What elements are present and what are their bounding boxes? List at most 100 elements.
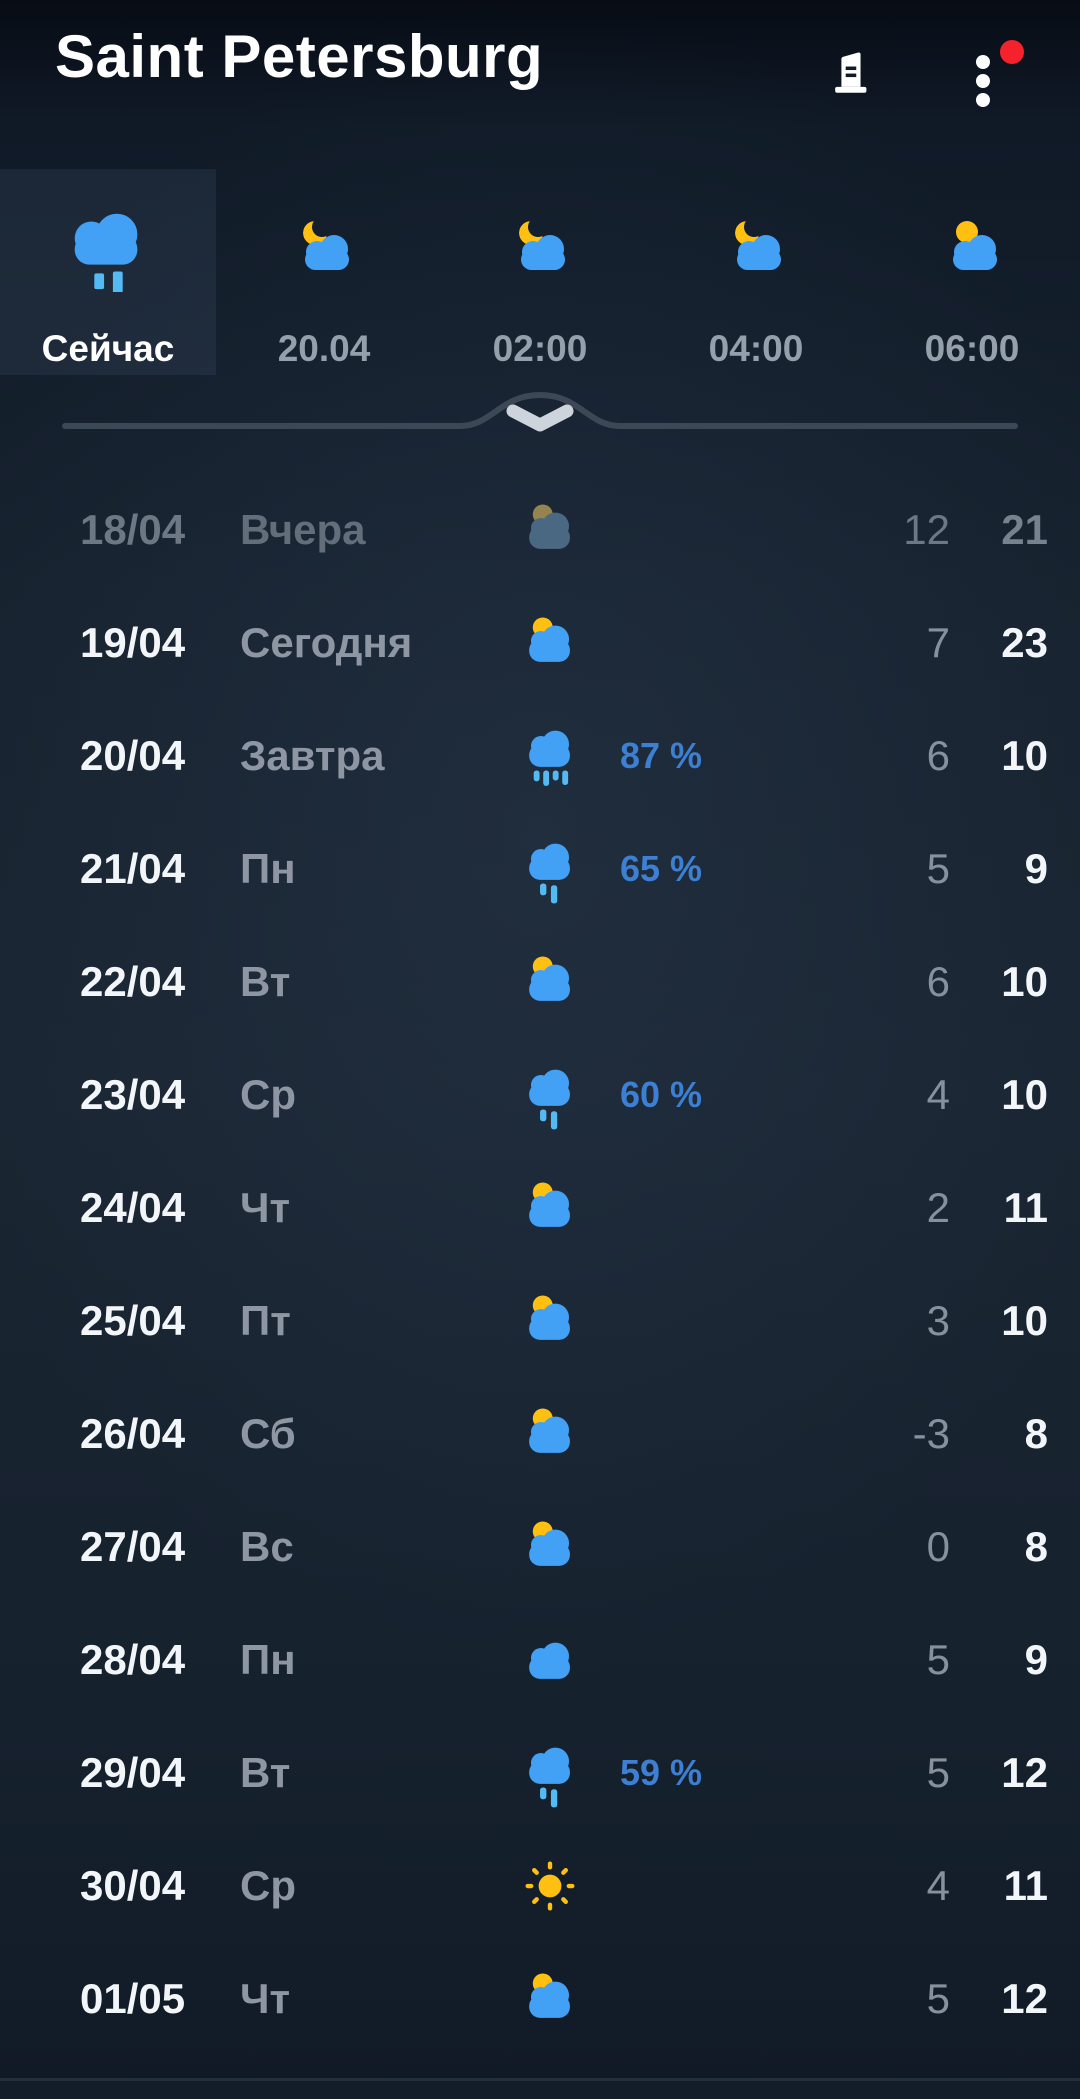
daily-row[interactable]: 01/05 Чт 5 12 bbox=[0, 1942, 1080, 2055]
precipitation-chance: 65 % bbox=[620, 847, 703, 889]
hourly-label: 02:00 bbox=[492, 328, 588, 369]
sun-cloud-icon bbox=[490, 1968, 610, 2030]
chevron-down-icon bbox=[506, 404, 574, 432]
daily-row[interactable]: 21/04 Пн 65 % 5 9 bbox=[0, 812, 1080, 925]
row-day: Завтра bbox=[240, 731, 385, 779]
rain-icon bbox=[490, 1056, 610, 1134]
max-temperature: 12 bbox=[1001, 1748, 1048, 1796]
sun-cloud-icon bbox=[490, 499, 610, 561]
row-day: Пн bbox=[240, 1635, 296, 1683]
min-temperature: 4 bbox=[926, 1070, 950, 1118]
daily-row[interactable]: 26/04 Сб -3 8 bbox=[0, 1377, 1080, 1490]
row-day: Пт bbox=[240, 1296, 291, 1344]
row-date: 25/04 bbox=[80, 1296, 186, 1344]
daily-row[interactable]: 30/04 Ср 4 11 bbox=[0, 1829, 1080, 1942]
min-temperature: 6 bbox=[926, 957, 950, 1005]
row-day: Чт bbox=[240, 1183, 291, 1231]
next-card-edge bbox=[0, 2081, 1080, 2099]
max-temperature: 23 bbox=[1001, 618, 1048, 666]
overflow-menu-button[interactable] bbox=[956, 34, 1032, 118]
row-date: 27/04 bbox=[80, 1522, 186, 1570]
sun-cloud-icon bbox=[490, 612, 610, 674]
row-date: 26/04 bbox=[80, 1409, 186, 1457]
row-day: Чт bbox=[240, 1974, 291, 2022]
max-temperature: 9 bbox=[1024, 1635, 1048, 1683]
min-temperature: 0 bbox=[926, 1522, 950, 1570]
daily-row[interactable]: 23/04 Ср 60 % 4 10 bbox=[0, 1038, 1080, 1151]
row-day: Сб bbox=[240, 1409, 296, 1457]
row-day: Вс bbox=[240, 1522, 294, 1570]
daily-row[interactable]: 27/04 Вс 0 8 bbox=[0, 1490, 1080, 1603]
row-day: Ср bbox=[240, 1861, 296, 1909]
sun-cloud-icon bbox=[490, 1403, 610, 1465]
hourly-item[interactable]: 06:00 bbox=[864, 169, 1080, 375]
moon-cloud-icon bbox=[648, 169, 864, 323]
row-date: 18/04 bbox=[80, 505, 186, 553]
max-temperature: 11 bbox=[1003, 1183, 1048, 1231]
min-temperature: 5 bbox=[926, 1748, 950, 1796]
row-day: Вчера bbox=[240, 505, 366, 553]
max-temperature: 9 bbox=[1024, 844, 1048, 892]
max-temperature: 11 bbox=[1003, 1861, 1048, 1909]
sun-cloud-icon bbox=[490, 1516, 610, 1578]
rain-icon bbox=[490, 830, 610, 908]
row-day: Вт bbox=[240, 1748, 291, 1796]
min-temperature: 5 bbox=[926, 1974, 950, 2022]
hourly-item[interactable]: 04:00 bbox=[648, 169, 864, 375]
rain-big-icon bbox=[0, 169, 216, 323]
max-temperature: 10 bbox=[1001, 1070, 1048, 1118]
sun-cloud-wide-icon bbox=[864, 169, 1080, 323]
expand-handle[interactable] bbox=[0, 382, 1080, 449]
row-date: 28/04 bbox=[80, 1635, 186, 1683]
row-date: 23/04 bbox=[80, 1070, 186, 1118]
daily-row[interactable]: 24/04 Чт 2 11 bbox=[0, 1151, 1080, 1264]
precipitation-chance: 87 % bbox=[620, 734, 703, 776]
daily-row[interactable]: 29/04 Вт 59 % 5 12 bbox=[0, 1716, 1080, 1829]
hourly-item[interactable]: Сейчас bbox=[0, 169, 216, 375]
max-temperature: 10 bbox=[1001, 731, 1048, 779]
min-temperature: 5 bbox=[926, 844, 950, 892]
min-temperature: 2 bbox=[926, 1183, 950, 1231]
max-temperature: 8 bbox=[1024, 1409, 1048, 1457]
daily-forecast-table: 18/04 Вчера 12 21 19/04 Сегодня 7 23 20/04 Завтра… bbox=[0, 473, 1080, 2055]
row-date: 19/04 bbox=[80, 618, 186, 666]
daily-row[interactable]: 19/04 Сегодня 7 23 bbox=[0, 586, 1080, 699]
moon-cloud-icon bbox=[432, 169, 648, 323]
min-temperature: -3 bbox=[912, 1409, 950, 1457]
sun-cloud-icon bbox=[490, 1290, 610, 1352]
daily-row[interactable]: 22/04 Вт 6 10 bbox=[0, 925, 1080, 1038]
section-divider bbox=[0, 2078, 1080, 2081]
hourly-label: 20.04 bbox=[277, 328, 371, 369]
cloud-icon bbox=[490, 1629, 610, 1691]
rain-icon bbox=[490, 1734, 610, 1812]
max-temperature: 10 bbox=[1001, 957, 1048, 1005]
hourly-forecast-strip: Сейчас 20.04 02:00 04:00 06:00 bbox=[0, 130, 1080, 375]
row-date: 30/04 bbox=[80, 1861, 186, 1909]
min-temperature: 6 bbox=[926, 731, 950, 779]
row-day: Ср bbox=[240, 1070, 296, 1118]
row-date: 24/04 bbox=[80, 1183, 186, 1231]
sun-icon bbox=[490, 1858, 610, 1914]
max-temperature: 8 bbox=[1024, 1522, 1048, 1570]
daily-row[interactable]: 25/04 Пт 3 10 bbox=[0, 1264, 1080, 1377]
hourly-item[interactable]: 02:00 bbox=[432, 169, 648, 375]
page-title: Saint Petersburg bbox=[55, 23, 544, 90]
daily-row[interactable]: 28/04 Пн 5 9 bbox=[0, 1603, 1080, 1716]
hourly-label: 04:00 bbox=[708, 328, 804, 369]
hourly-label: 06:00 bbox=[924, 328, 1020, 369]
min-temperature: 4 bbox=[926, 1861, 950, 1909]
row-day: Сегодня bbox=[240, 618, 413, 666]
city-landmark-icon bbox=[825, 51, 875, 100]
row-date: 29/04 bbox=[80, 1748, 186, 1796]
city-landmark-button[interactable] bbox=[822, 40, 878, 106]
min-temperature: 12 bbox=[903, 505, 950, 553]
hourly-item[interactable]: 20.04 bbox=[216, 169, 432, 375]
min-temperature: 3 bbox=[926, 1296, 950, 1344]
hourly-label: Сейчас bbox=[41, 328, 175, 369]
moon-cloud-icon bbox=[216, 169, 432, 323]
daily-row[interactable]: 20/04 Завтра 87 % 6 10 bbox=[0, 699, 1080, 812]
max-temperature: 10 bbox=[1001, 1296, 1048, 1344]
sun-cloud-icon bbox=[490, 951, 610, 1013]
daily-row[interactable]: 18/04 Вчера 12 21 bbox=[0, 473, 1080, 586]
row-date: 20/04 bbox=[80, 731, 186, 779]
